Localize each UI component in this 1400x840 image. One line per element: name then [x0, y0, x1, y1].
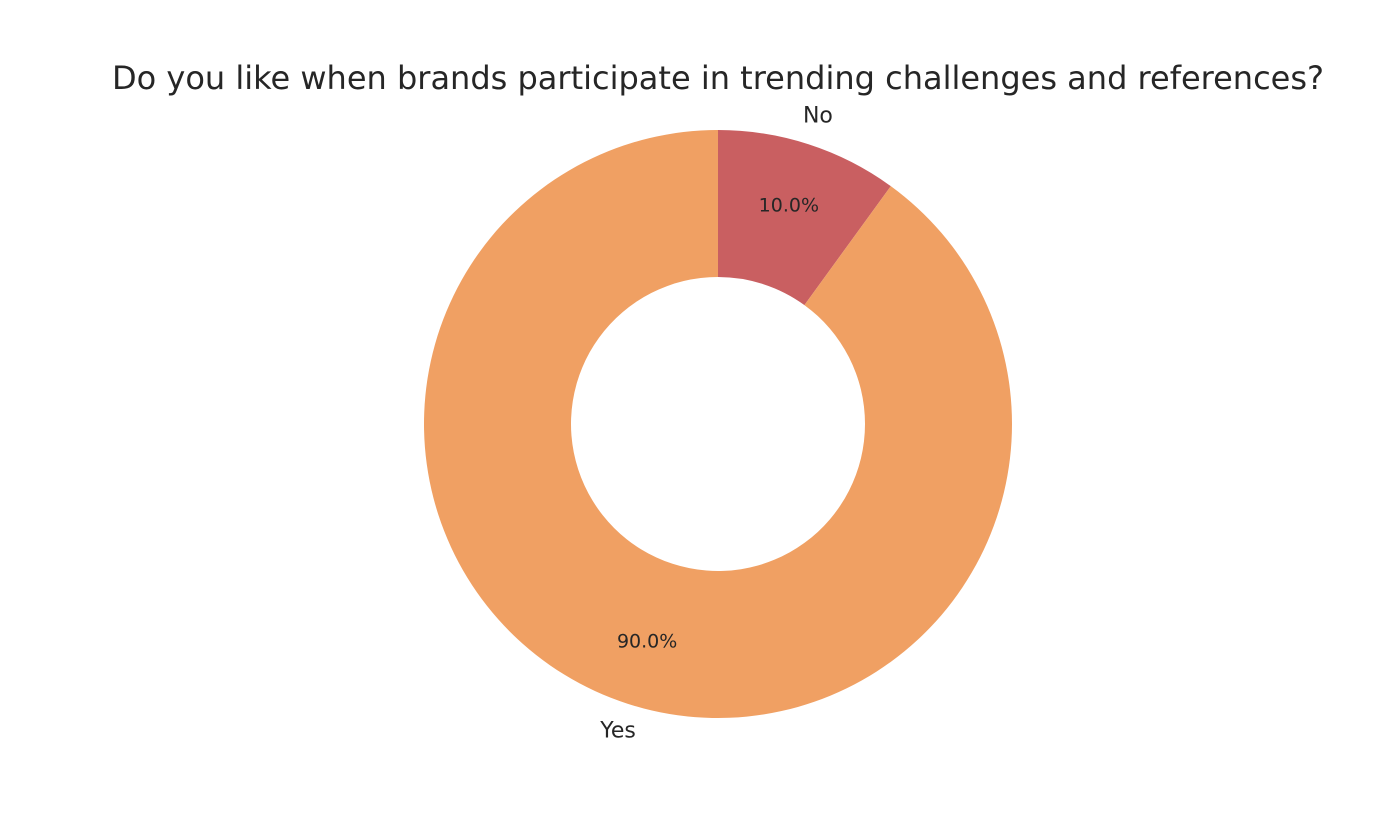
- labels-layer: 10.0% No 90.0% Yes: [599, 103, 833, 743]
- slice-label-no: No: [803, 103, 833, 128]
- slice-yes: [423, 130, 1012, 718]
- slice-label-yes: Yes: [599, 719, 636, 744]
- slice-no: [718, 130, 891, 306]
- slices-layer: [423, 130, 1012, 718]
- chart-title: Do you like when brands participate in t…: [112, 59, 1324, 97]
- pct-label-yes: 90.0%: [617, 631, 677, 653]
- pct-label-no: 10.0%: [759, 194, 819, 216]
